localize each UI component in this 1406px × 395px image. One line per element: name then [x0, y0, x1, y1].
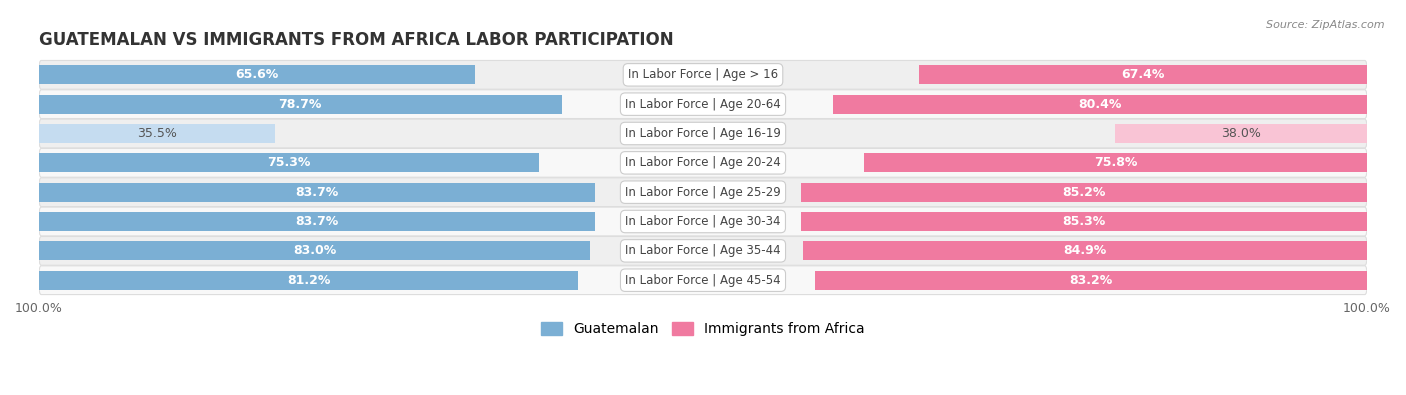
Text: 84.9%: 84.9% [1063, 245, 1107, 258]
Text: 81.2%: 81.2% [287, 274, 330, 287]
Bar [920, 65, 1367, 85]
FancyBboxPatch shape [39, 207, 1367, 236]
Text: GUATEMALAN VS IMMIGRANTS FROM AFRICA LABOR PARTICIPATION: GUATEMALAN VS IMMIGRANTS FROM AFRICA LAB… [39, 31, 673, 49]
Bar [39, 95, 561, 114]
Bar [814, 271, 1367, 290]
Text: 75.3%: 75.3% [267, 156, 311, 169]
Text: In Labor Force | Age 45-54: In Labor Force | Age 45-54 [626, 274, 780, 287]
FancyBboxPatch shape [39, 90, 1367, 118]
Bar [803, 241, 1367, 260]
Bar [39, 212, 595, 231]
Legend: Guatemalan, Immigrants from Africa: Guatemalan, Immigrants from Africa [536, 316, 870, 342]
Text: In Labor Force | Age 25-29: In Labor Force | Age 25-29 [626, 186, 780, 199]
Text: In Labor Force | Age 20-64: In Labor Force | Age 20-64 [626, 98, 780, 111]
FancyBboxPatch shape [39, 237, 1367, 265]
Text: 85.3%: 85.3% [1062, 215, 1105, 228]
FancyBboxPatch shape [39, 178, 1367, 207]
Text: 83.7%: 83.7% [295, 186, 339, 199]
Text: 35.5%: 35.5% [136, 127, 177, 140]
FancyBboxPatch shape [39, 149, 1367, 177]
Bar [834, 95, 1367, 114]
FancyBboxPatch shape [39, 266, 1367, 295]
Bar [1115, 124, 1367, 143]
Bar [800, 212, 1367, 231]
Text: 65.6%: 65.6% [235, 68, 278, 81]
Text: 80.4%: 80.4% [1078, 98, 1122, 111]
Bar [39, 271, 578, 290]
Text: 85.2%: 85.2% [1063, 186, 1107, 199]
FancyBboxPatch shape [39, 119, 1367, 148]
Text: 67.4%: 67.4% [1122, 68, 1166, 81]
Text: In Labor Force | Age 20-24: In Labor Force | Age 20-24 [626, 156, 780, 169]
FancyBboxPatch shape [39, 60, 1367, 89]
Bar [39, 241, 591, 260]
Text: In Labor Force | Age 30-34: In Labor Force | Age 30-34 [626, 215, 780, 228]
Text: In Labor Force | Age > 16: In Labor Force | Age > 16 [628, 68, 778, 81]
Text: In Labor Force | Age 16-19: In Labor Force | Age 16-19 [626, 127, 780, 140]
Text: 78.7%: 78.7% [278, 98, 322, 111]
Bar [801, 182, 1367, 202]
Bar [39, 182, 595, 202]
Bar [39, 124, 274, 143]
Bar [39, 65, 475, 85]
Text: 75.8%: 75.8% [1094, 156, 1137, 169]
Text: Source: ZipAtlas.com: Source: ZipAtlas.com [1267, 20, 1385, 30]
Text: 83.7%: 83.7% [295, 215, 339, 228]
Bar [863, 153, 1367, 172]
Text: 38.0%: 38.0% [1220, 127, 1261, 140]
Text: In Labor Force | Age 35-44: In Labor Force | Age 35-44 [626, 245, 780, 258]
Bar [39, 153, 538, 172]
Text: 83.2%: 83.2% [1069, 274, 1112, 287]
Text: 83.0%: 83.0% [292, 245, 336, 258]
